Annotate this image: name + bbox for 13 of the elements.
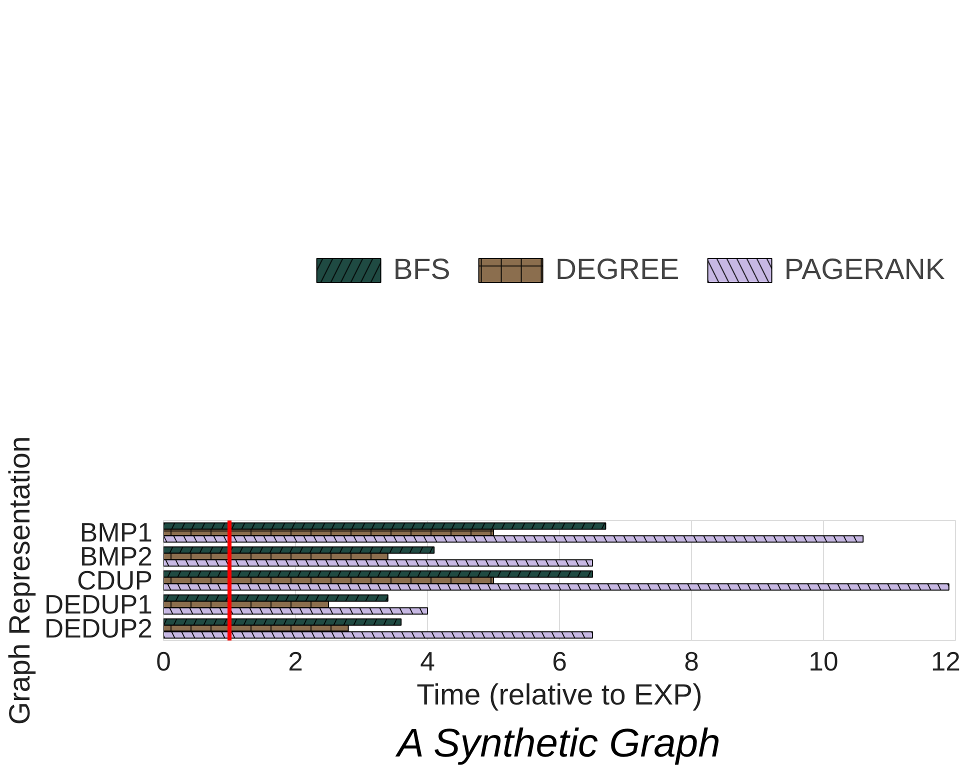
legend-label: PAGERANK: [784, 253, 945, 287]
x-tick-label: 10: [808, 646, 838, 676]
x-tick-label: 6: [552, 646, 567, 676]
x-tick-label: 8: [684, 646, 699, 676]
legend-label: DEGREE: [555, 253, 680, 287]
x-axis-title: Time (relative to EXP): [416, 678, 702, 712]
x-tick-label: 2: [288, 646, 303, 676]
text: A Synthetic Graph: [395, 722, 720, 766]
legend-label: BFS: [393, 253, 450, 287]
x-tick-label: 4: [420, 646, 436, 676]
x-tick-label: 0: [156, 646, 171, 676]
x-tick-label: 12: [930, 646, 961, 676]
y-axis-title: Graph Representation: [3, 436, 36, 725]
